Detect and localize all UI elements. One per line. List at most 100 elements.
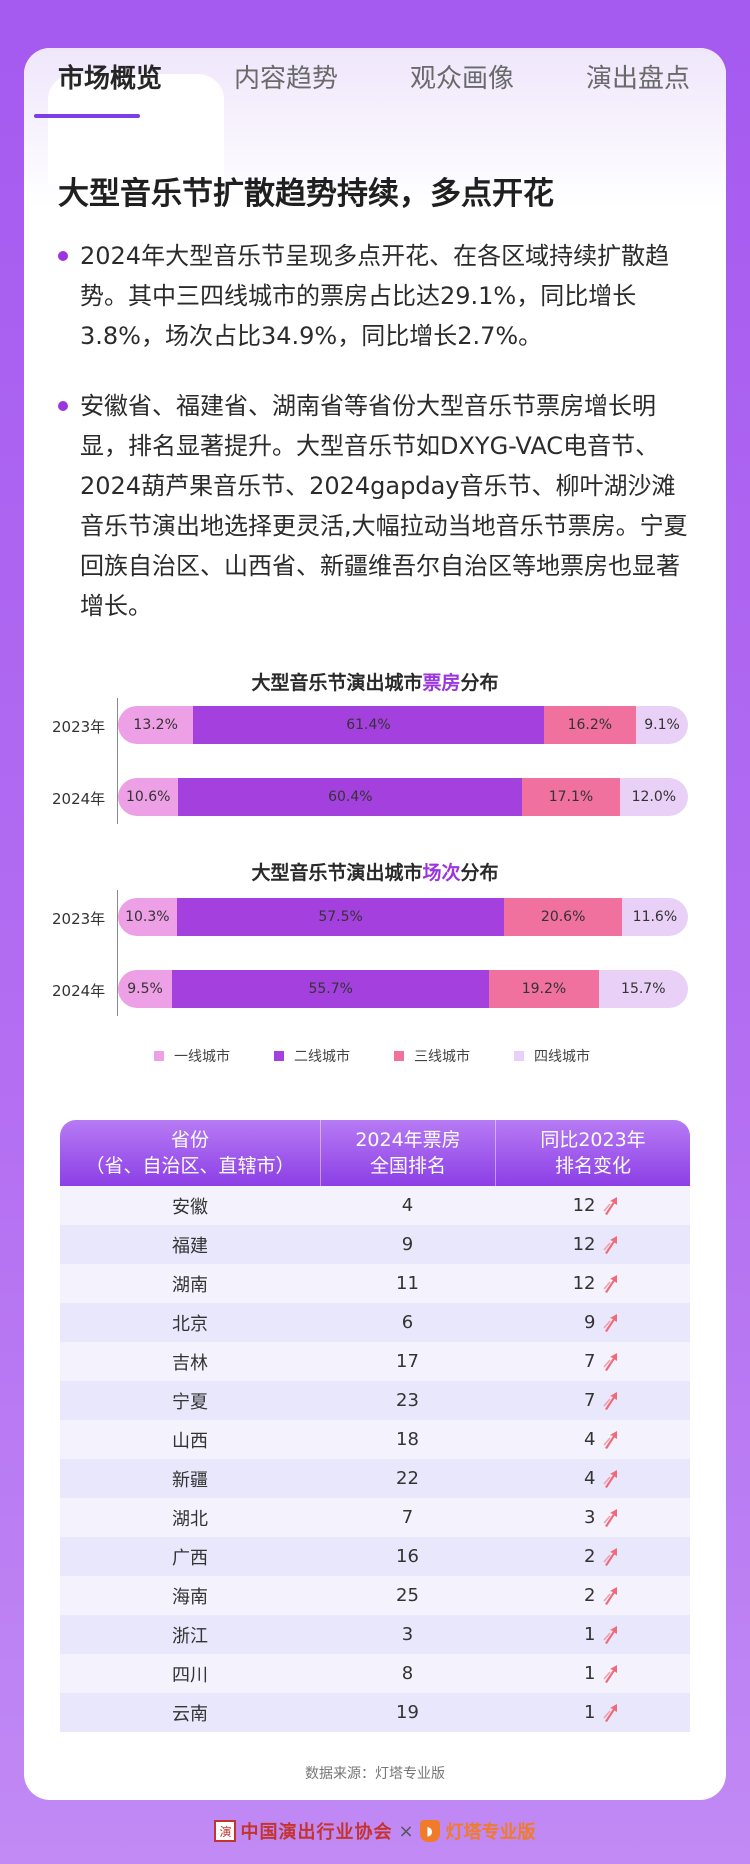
rank-change-value: 1 — [584, 1702, 596, 1723]
stacked-bar: 10.6% 60.4% 17.1% 12.0% — [118, 778, 688, 816]
rank-change-cell: 1 — [495, 1693, 690, 1732]
province-ranking-table: 省份 （省、自治区、直辖市） 2024年票房 全国排名 同比2023年 排名变化… — [60, 1120, 690, 1732]
rank-change-value: 1 — [584, 1663, 596, 1684]
province-cell: 云南 — [172, 1703, 208, 1725]
bar-segment: 57.5% — [176, 898, 505, 936]
rank-cell: 8 — [401, 1663, 414, 1684]
tab-content-trends[interactable]: 内容趋势 — [234, 64, 339, 94]
rank-change-cell: 2 — [495, 1576, 690, 1615]
bullet-item: 2024年大型音乐节呈现多点开花、在各区域持续扩散趋势。其中三四线城市的票房占比… — [58, 236, 698, 356]
bar-segment: 16.2% — [543, 706, 637, 744]
province-cell: 福建 — [172, 1235, 208, 1257]
rank-change-value: 2 — [584, 1585, 596, 1606]
association-name: 中国演出行业协会 — [240, 1822, 393, 1843]
tab-audience-profile[interactable]: 观众画像 — [410, 64, 515, 94]
table-row: 浙江 3 1 — [60, 1615, 690, 1654]
rank-up-arrow-icon — [602, 1469, 617, 1488]
association-seal-icon: 演 — [214, 1820, 237, 1842]
rank-cell: 9 — [401, 1234, 414, 1255]
rank-change-value: 12 — [572, 1273, 596, 1294]
footer-logos: 演 中国演出行业协会 × ◗ 灯塔专业版 — [0, 1816, 750, 1846]
active-tab-underline — [34, 114, 140, 118]
chart-title-highlight: 票房 — [422, 672, 461, 694]
table-row: 四川 8 1 — [60, 1654, 690, 1693]
rank-change-value: 7 — [584, 1390, 596, 1411]
page-title: 大型音乐节扩散趋势持续，多点开花 — [58, 176, 554, 212]
rank-up-arrow-icon — [602, 1352, 617, 1371]
chart-title-prefix: 大型音乐节演出城市 — [251, 672, 423, 694]
legend-item: 二线城市 — [274, 1046, 350, 1066]
bar-segment: 17.1% — [522, 778, 620, 816]
rank-change-value: 4 — [584, 1468, 596, 1489]
chart-legend: 一线城市 二线城市 三线城市 四线城市 — [0, 1046, 750, 1070]
rank-change-cell: 7 — [495, 1342, 690, 1381]
rank-cell: 4 — [401, 1195, 414, 1216]
province-cell: 四川 — [172, 1664, 208, 1686]
rank-cell: 16 — [396, 1546, 419, 1567]
province-cell: 山西 — [172, 1430, 208, 1452]
bar-segment: 10.6% — [118, 778, 179, 816]
province-cell: 宁夏 — [172, 1391, 208, 1413]
chart-title-prefix: 大型音乐节演出城市 — [251, 862, 423, 884]
rank-up-arrow-icon — [602, 1430, 617, 1449]
rank-cell: 11 — [396, 1273, 419, 1294]
tab-show-review[interactable]: 演出盘点 — [586, 64, 691, 94]
tab-market-overview[interactable]: 市场概览 — [58, 64, 163, 94]
bar-segment: 9.1% — [636, 706, 688, 744]
table-row: 云南 19 1 — [60, 1693, 690, 1732]
bar-segment: 61.4% — [193, 706, 544, 744]
rank-up-arrow-icon — [602, 1664, 617, 1683]
header-rank: 2024年票房 全国排名 — [320, 1120, 495, 1186]
rank-change-cell: 3 — [495, 1498, 690, 1537]
province-cell: 新疆 — [172, 1469, 208, 1491]
province-cell: 广西 — [172, 1547, 208, 1569]
rank-change-value: 1 — [584, 1624, 596, 1645]
bar-segment: 20.6% — [504, 898, 622, 936]
bar-segment: 9.5% — [118, 970, 173, 1008]
rank-up-arrow-icon — [602, 1235, 617, 1254]
partner-name: 灯塔专业版 — [445, 1822, 536, 1843]
rank-cell: 7 — [401, 1507, 414, 1528]
rank-change-cell: 1 — [495, 1654, 690, 1693]
bullet-dot-icon — [58, 251, 68, 261]
rank-up-arrow-icon — [602, 1274, 617, 1293]
table-row: 新疆 22 4 — [60, 1459, 690, 1498]
province-cell: 浙江 — [172, 1625, 208, 1647]
rank-change-value: 9 — [584, 1312, 596, 1333]
rank-change-cell: 9 — [495, 1303, 690, 1342]
table-row: 广西 16 2 — [60, 1537, 690, 1576]
bullet-dot-icon — [58, 401, 68, 411]
year-tick-label: 2023年 — [52, 718, 106, 736]
rank-change-value: 2 — [584, 1546, 596, 1567]
chart-axis-line — [117, 698, 118, 824]
bar-segment: 19.2% — [489, 970, 599, 1008]
bar-segment: 11.6% — [621, 898, 688, 936]
header-line: 排名变化 — [554, 1155, 631, 1177]
header-province: 省份 （省、自治区、直辖市） — [60, 1120, 320, 1186]
chart-title-suffix: 分布 — [460, 672, 499, 694]
year-tick-label: 2024年 — [52, 982, 106, 1000]
active-tab-bg — [48, 74, 224, 184]
rank-change-cell: 2 — [495, 1537, 690, 1576]
stacked-bar: 10.3% 57.5% 20.6% 11.6% — [118, 898, 688, 936]
year-tick-label: 2024年 — [52, 790, 106, 808]
table-row: 安徽 4 12 — [60, 1186, 690, 1225]
table-row: 北京 6 9 — [60, 1303, 690, 1342]
chart-title-suffix: 分布 — [460, 862, 499, 884]
chart-title-highlight: 场次 — [422, 862, 461, 884]
table-row: 湖南 11 12 — [60, 1264, 690, 1303]
legend-item: 四线城市 — [514, 1046, 590, 1066]
legend-label: 一线城市 — [174, 1049, 230, 1065]
rank-change-value: 12 — [572, 1195, 596, 1216]
table-header: 省份 （省、自治区、直辖市） 2024年票房 全国排名 同比2023年 排名变化 — [60, 1120, 690, 1186]
rank-cell: 6 — [401, 1312, 414, 1333]
table-row: 福建 9 12 — [60, 1225, 690, 1264]
bullet-text: 安徽省、福建省、湖南省等省份大型音乐节票房增长明显，排名显著提升。大型音乐节如D… — [80, 392, 688, 620]
legend-swatch — [514, 1051, 524, 1061]
stacked-bar: 13.2% 61.4% 16.2% 9.1% — [118, 706, 688, 744]
dengta-logo-icon: ◗ — [419, 1820, 440, 1842]
rank-change-cell: 12 — [495, 1186, 690, 1225]
summary-bullets: 2024年大型音乐节呈现多点开花、在各区域持续扩散趋势。其中三四线城市的票房占比… — [58, 236, 698, 656]
rank-change-value: 4 — [584, 1429, 596, 1450]
header-line: （省、自治区、直辖市） — [85, 1155, 295, 1177]
